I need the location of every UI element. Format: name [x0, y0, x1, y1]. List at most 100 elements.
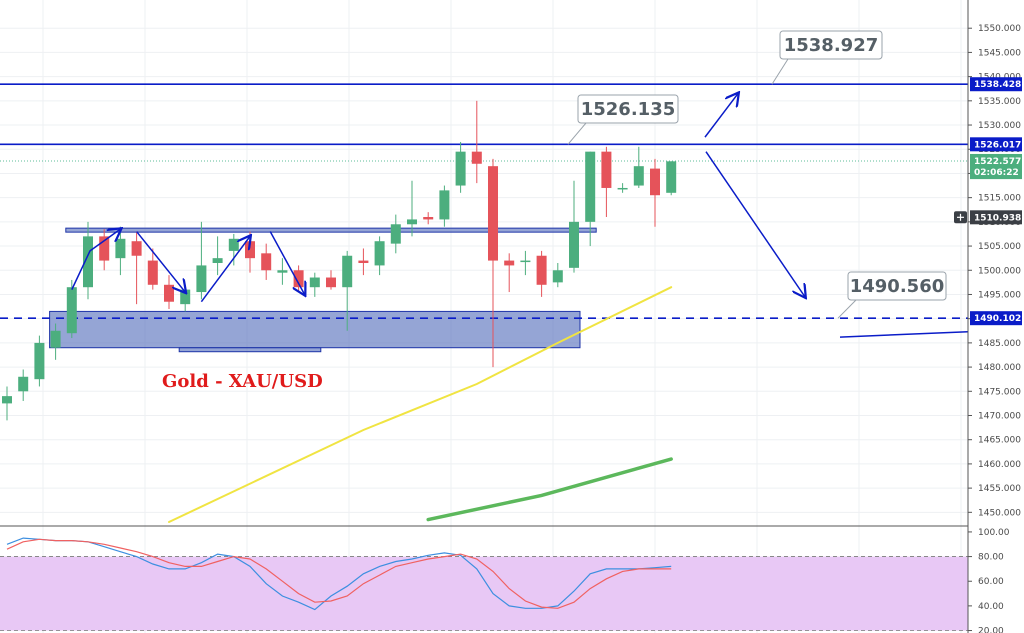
candle-body [520, 260, 531, 263]
zigzag-arrow [136, 231, 186, 293]
candle [455, 141, 466, 193]
y-tick-label: 1535.000 [978, 97, 1021, 107]
osc-tick-label: 60.00 [978, 577, 1004, 587]
candle [34, 335, 45, 387]
candle [358, 248, 369, 276]
zigzag-arrow [269, 231, 304, 295]
price-axis: 1450.000 1455.000 1460.000 1465.000 1470.000… [954, 0, 1024, 633]
candle-body [407, 219, 417, 225]
y-tick-label: 1500.000 [978, 266, 1021, 276]
candle-body [228, 238, 239, 251]
candle [601, 146, 612, 218]
chart-title: Gold - XAU/USD [162, 371, 323, 392]
candle-body [423, 217, 434, 220]
candle-body [115, 238, 126, 259]
candle [83, 221, 93, 300]
candle [196, 221, 207, 300]
callout-label: 1490.560 [850, 276, 945, 297]
oscillator-panel [0, 525, 968, 631]
y-tick-label: 1495.000 [978, 290, 1021, 300]
oscillator-k-line [6, 537, 672, 611]
candles [2, 100, 677, 421]
trend-arrows [71, 94, 969, 338]
callout-2: 1526.135 [567, 94, 679, 145]
callout-pointer [567, 122, 587, 145]
candle-body [245, 241, 255, 259]
candle [374, 236, 385, 276]
candle [390, 214, 401, 254]
candle [115, 226, 126, 276]
zones [49, 227, 597, 353]
candle [261, 243, 272, 280]
levels [0, 83, 968, 319]
candle-body [342, 255, 353, 288]
candle-body [569, 221, 579, 268]
candle [650, 158, 660, 227]
crosshair-tag-bg [970, 210, 1022, 225]
candle [617, 183, 628, 193]
candle-body [83, 236, 93, 288]
y-tick-label: 1450.000 [978, 508, 1021, 518]
y-tick-label: 1550.000 [978, 24, 1021, 34]
candle [131, 231, 142, 305]
candle-body [471, 151, 482, 164]
candle [504, 253, 515, 293]
candle-body [66, 287, 77, 334]
zigzag-arrow [200, 236, 250, 303]
candle [326, 270, 336, 290]
candle-body [439, 190, 450, 220]
osc-tick-label: 40.00 [978, 602, 1004, 612]
candle-body [536, 255, 547, 285]
countdown-tag: 02:06:22 [974, 168, 1019, 178]
candle [552, 263, 563, 288]
candle [569, 180, 579, 273]
candle [228, 233, 239, 266]
candle-body [2, 396, 12, 404]
callout-3: 1490.560 [837, 271, 947, 319]
candle-body [390, 224, 401, 244]
candle [633, 146, 644, 188]
osc-tick-label: 20.00 [978, 627, 1004, 633]
zone-3 [178, 347, 322, 353]
callout-box [779, 30, 883, 60]
y-tick-label: 1505.000 [978, 242, 1021, 252]
candle [277, 258, 288, 285]
candle-body [212, 258, 223, 263]
callout-1: 1538.927 [771, 30, 883, 85]
callout-label: 1526.135 [581, 99, 676, 120]
candle [536, 250, 547, 297]
candle-body [99, 236, 110, 261]
osc-tick-label: 100.00 [978, 528, 1010, 538]
candle [585, 151, 596, 247]
level-tag: 1490.102 [974, 314, 1021, 324]
candle [164, 275, 174, 309]
candle-body [131, 241, 142, 256]
candle-body [633, 166, 644, 186]
candle [66, 279, 77, 339]
y-tick-label: 1545.000 [978, 48, 1021, 58]
level-tag: 1526.017 [974, 140, 1021, 150]
y-tick-label: 1515.000 [978, 194, 1021, 204]
moving-average-2 [426, 457, 673, 522]
crosshair-tag: 1510.938 [974, 213, 1021, 223]
candle [666, 161, 677, 196]
candle-body [277, 270, 288, 273]
oscillator-band [0, 556, 968, 631]
last-price-tag: 1522.577 [974, 157, 1021, 167]
oscillator-d-line [6, 538, 672, 609]
candle [407, 180, 417, 237]
moving-averages [168, 286, 673, 523]
candle-body [455, 151, 466, 186]
candle-body [180, 289, 191, 305]
y-tick-label: 1465.000 [978, 436, 1021, 446]
callout-pointer [771, 58, 789, 85]
level-tag-bg [970, 137, 1022, 152]
candle [471, 100, 482, 184]
osc-tick-label: 80.00 [978, 553, 1004, 563]
candle-body [650, 168, 660, 196]
last-price-tag-bg [970, 153, 1022, 168]
candle [439, 185, 450, 227]
candle-body [585, 151, 596, 222]
y-tick-label: 1480.000 [978, 363, 1021, 373]
zigzag-arrow [71, 229, 121, 290]
